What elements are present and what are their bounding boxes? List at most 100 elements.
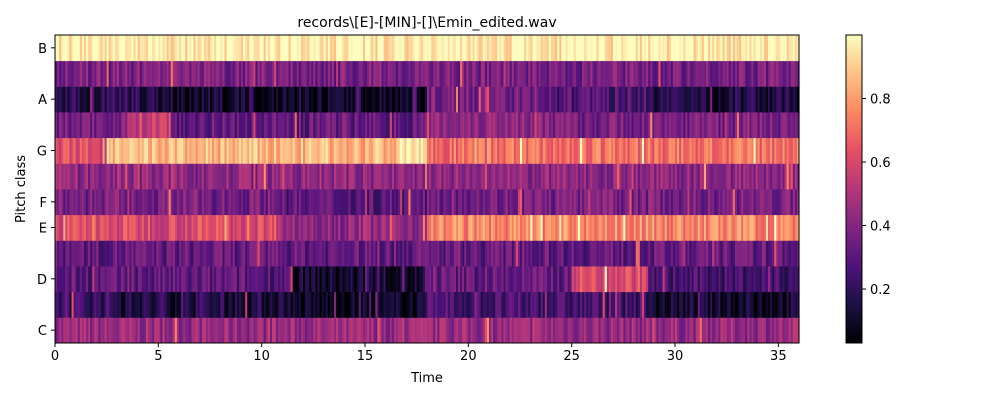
heatmap-cell xyxy=(753,240,757,267)
heatmap-cell xyxy=(189,266,192,293)
heatmap-cell xyxy=(739,163,742,190)
heatmap-cell xyxy=(445,266,449,293)
heatmap-cell xyxy=(300,189,304,216)
heatmap-cell xyxy=(137,137,141,164)
heatmap-cell xyxy=(77,163,81,190)
heatmap-cell xyxy=(482,266,486,293)
heatmap-cell xyxy=(307,291,310,318)
heatmap-cell xyxy=(478,35,482,62)
heatmap-cell xyxy=(753,86,757,113)
heatmap-cell xyxy=(148,35,151,62)
heatmap-cell xyxy=(338,214,341,241)
heatmap-cell xyxy=(635,266,639,293)
heatmap-cell xyxy=(288,240,292,267)
heatmap-cell xyxy=(402,60,405,87)
heatmap-cell xyxy=(571,112,575,139)
heatmap-cell xyxy=(238,189,242,216)
heatmap-cell xyxy=(203,317,207,344)
heatmap-cell xyxy=(348,189,352,216)
heatmap-cell xyxy=(86,240,89,267)
heatmap-cell xyxy=(493,60,496,87)
heatmap-cell xyxy=(495,189,498,216)
heatmap-cell xyxy=(722,163,726,190)
heatmap-cell xyxy=(61,35,64,62)
heatmap-cell xyxy=(369,214,372,241)
heatmap-cell xyxy=(784,137,788,164)
heatmap-cell xyxy=(276,163,279,190)
heatmap-cell xyxy=(179,35,182,62)
heatmap-cell xyxy=(179,137,182,164)
heatmap-cell xyxy=(548,35,552,62)
heatmap-cell xyxy=(396,189,399,216)
heatmap-cell xyxy=(520,189,523,216)
heatmap-cell xyxy=(569,291,573,318)
heatmap-cell xyxy=(551,163,554,190)
heatmap-cell xyxy=(185,291,188,318)
heatmap-cell xyxy=(668,240,672,267)
heatmap-cell xyxy=(697,60,701,87)
heatmap-cell xyxy=(365,137,368,164)
heatmap-cell xyxy=(338,189,341,216)
heatmap-cell xyxy=(749,35,753,62)
heatmap-cell xyxy=(424,86,428,113)
heatmap-cell xyxy=(212,189,215,216)
heatmap-cell xyxy=(577,266,581,293)
heatmap-cell xyxy=(464,266,467,293)
heatmap-cell xyxy=(710,86,713,113)
heatmap-cell xyxy=(590,86,593,113)
heatmap-cell xyxy=(148,189,151,216)
heatmap-cell xyxy=(553,214,556,241)
heatmap-cell xyxy=(282,112,285,139)
heatmap-cell xyxy=(191,291,195,318)
heatmap-cell xyxy=(110,266,114,293)
heatmap-cell xyxy=(592,189,595,216)
heatmap-cell xyxy=(530,35,533,62)
heatmap-cell xyxy=(427,214,430,241)
heatmap-cell xyxy=(582,163,585,190)
heatmap-cell xyxy=(780,112,784,139)
heatmap-cell xyxy=(699,86,703,113)
heatmap-cell xyxy=(517,163,521,190)
heatmap-cell xyxy=(534,86,538,113)
heatmap-cell xyxy=(563,317,567,344)
heatmap-cell xyxy=(794,189,798,216)
heatmap-cell xyxy=(408,86,412,113)
heatmap-cell xyxy=(385,189,389,216)
heatmap-cell xyxy=(515,266,519,293)
heatmap-cell xyxy=(594,60,598,87)
heatmap-cell xyxy=(424,35,428,62)
heatmap-cell xyxy=(249,163,252,190)
heatmap-cell xyxy=(255,60,259,87)
heatmap-cell xyxy=(350,266,354,293)
heatmap-cell xyxy=(59,291,62,318)
heatmap-cell xyxy=(451,86,455,113)
heatmap-cell xyxy=(160,112,164,139)
heatmap-cell xyxy=(373,266,376,293)
heatmap-cell xyxy=(757,189,761,216)
heatmap-cell xyxy=(563,266,567,293)
heatmap-cell xyxy=(230,291,234,318)
heatmap-cell xyxy=(222,112,226,139)
heatmap-cell xyxy=(214,240,217,267)
heatmap-cell xyxy=(55,163,58,190)
heatmap-cell xyxy=(86,163,89,190)
heatmap-cell xyxy=(443,291,447,318)
heatmap-cell xyxy=(106,137,110,164)
heatmap-cell xyxy=(396,35,399,62)
heatmap-cell xyxy=(220,291,223,318)
heatmap-cell xyxy=(257,266,261,293)
heatmap-cell xyxy=(71,266,75,293)
heatmap-cell xyxy=(464,163,467,190)
heatmap-cell xyxy=(472,214,476,241)
heatmap-cell xyxy=(383,112,387,139)
heatmap-cell xyxy=(381,86,385,113)
heatmap-cell xyxy=(528,291,531,318)
heatmap-cell xyxy=(156,60,159,87)
heatmap-cell xyxy=(714,35,717,62)
heatmap-cell xyxy=(400,163,403,190)
heatmap-cell xyxy=(410,291,414,318)
heatmap-cell xyxy=(712,240,715,267)
heatmap-cell xyxy=(311,35,314,62)
heatmap-cell xyxy=(701,317,705,344)
heatmap-cell xyxy=(637,137,641,164)
